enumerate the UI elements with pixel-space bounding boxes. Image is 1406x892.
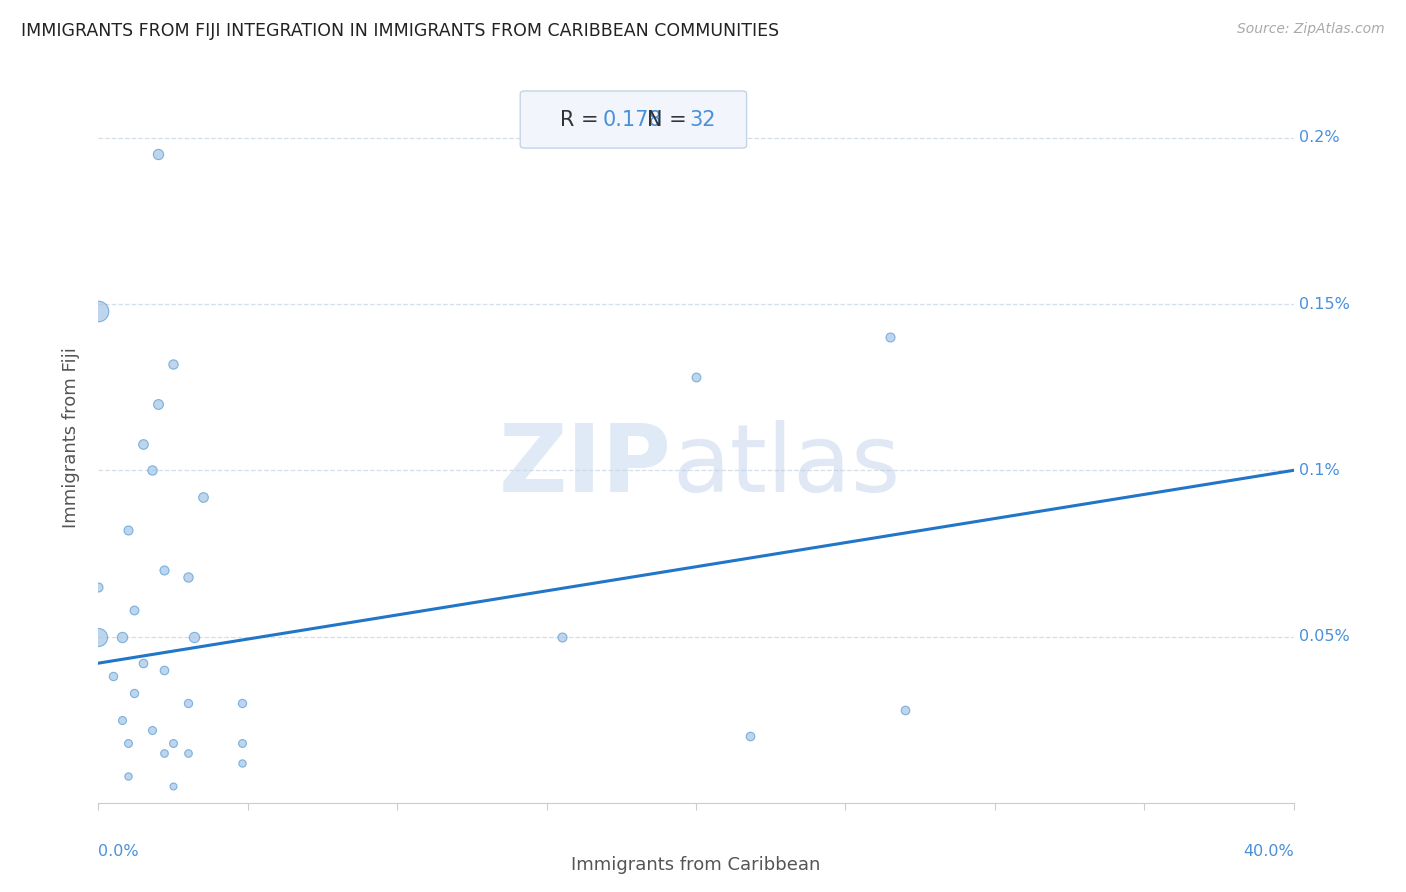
Text: atlas: atlas <box>672 420 900 512</box>
Point <box>177 696 200 710</box>
Point <box>141 723 163 737</box>
Point <box>148 147 170 161</box>
Text: 0.15%: 0.15% <box>1299 297 1350 311</box>
Point <box>153 663 176 677</box>
Point <box>141 463 163 477</box>
Text: Source: ZipAtlas.com: Source: ZipAtlas.com <box>1237 22 1385 37</box>
Text: ZIP: ZIP <box>499 420 672 512</box>
Text: 0.2%: 0.2% <box>1299 130 1340 145</box>
Text: 0.178: 0.178 <box>603 110 662 129</box>
Text: 0.05%: 0.05% <box>1299 629 1350 644</box>
Point <box>231 756 253 770</box>
Text: IMMIGRANTS FROM FIJI INTEGRATION IN IMMIGRANTS FROM CARIBBEAN COMMUNITIES: IMMIGRANTS FROM FIJI INTEGRATION IN IMMI… <box>21 22 779 40</box>
Text: 0.1%: 0.1% <box>1299 463 1340 478</box>
Point <box>162 357 184 371</box>
Text: 40.0%: 40.0% <box>1243 845 1294 859</box>
Point <box>162 736 184 750</box>
Point <box>162 779 184 793</box>
Point <box>117 769 139 783</box>
Point <box>111 713 134 727</box>
Y-axis label: Immigrants from Fiji: Immigrants from Fiji <box>62 347 80 527</box>
Point <box>124 603 146 617</box>
Point <box>103 669 125 683</box>
Point <box>111 630 134 644</box>
Point <box>153 746 176 760</box>
Point <box>87 303 110 318</box>
Point <box>87 630 110 644</box>
Point <box>177 746 200 760</box>
Point <box>117 736 139 750</box>
Point <box>191 490 214 504</box>
Point <box>231 696 253 710</box>
Point <box>177 570 200 584</box>
Point <box>879 330 901 344</box>
X-axis label: Immigrants from Caribbean: Immigrants from Caribbean <box>571 856 821 874</box>
Point <box>132 436 155 450</box>
Point <box>87 580 110 594</box>
Point <box>124 686 146 700</box>
Text: 0.0%: 0.0% <box>98 845 139 859</box>
Point <box>153 563 176 577</box>
Point <box>132 656 155 670</box>
Point <box>738 729 761 743</box>
Point <box>117 523 139 537</box>
Point <box>148 397 170 411</box>
FancyBboxPatch shape <box>520 91 747 148</box>
Text: N =: N = <box>648 110 693 129</box>
Text: R =: R = <box>561 110 606 129</box>
Point <box>894 703 917 717</box>
Text: 32: 32 <box>690 110 716 129</box>
Point <box>183 630 205 644</box>
Point <box>231 736 253 750</box>
Point <box>550 630 572 644</box>
Point <box>685 370 707 384</box>
